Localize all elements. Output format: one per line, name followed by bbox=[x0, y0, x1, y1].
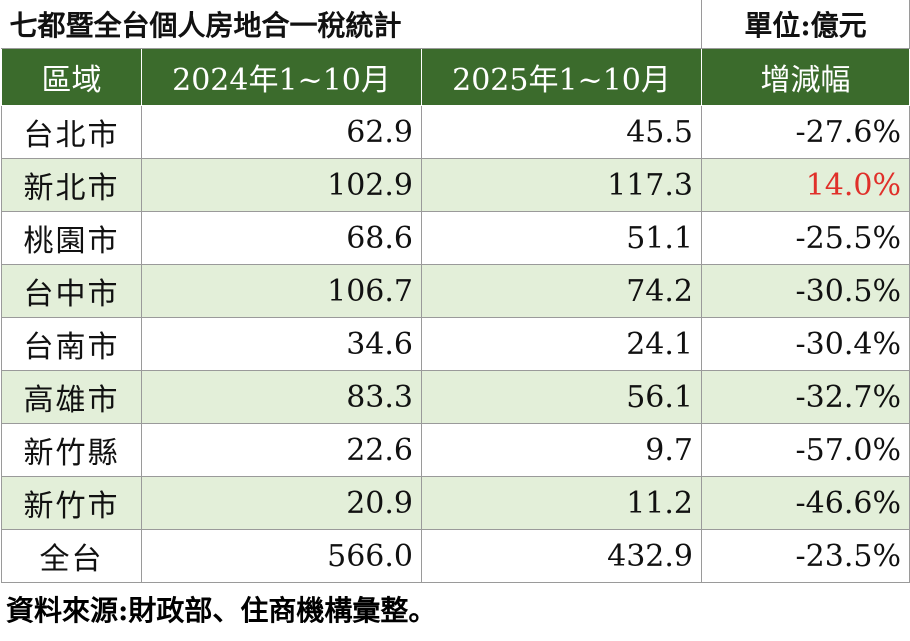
value-cell: -27.6% bbox=[701, 105, 910, 159]
value-cell: -23.5% bbox=[701, 529, 910, 583]
value-cell: -46.6% bbox=[701, 476, 910, 530]
value-cell: 24.1 bbox=[421, 317, 702, 371]
region-cell: 新竹縣 bbox=[1, 423, 142, 477]
region-cell: 台南市 bbox=[1, 317, 142, 371]
value-cell: -32.7% bbox=[701, 370, 910, 424]
header-cell: 增減幅 bbox=[701, 48, 910, 106]
source-note: 資料來源:財政部、住商機構彙整。 bbox=[6, 594, 437, 627]
header-cell: 區域 bbox=[1, 48, 142, 106]
value-cell: 566.0 bbox=[141, 529, 422, 583]
value-cell: 45.5 bbox=[421, 105, 702, 159]
region-cell: 全台 bbox=[1, 529, 142, 583]
data-row: 桃園市 68.6 51.1 -25.5% bbox=[1, 211, 910, 265]
value-cell: -57.0% bbox=[701, 423, 910, 477]
header-row: 區域 2024年1~10月 2025年1~10月 增減幅 bbox=[1, 48, 910, 106]
value-cell: 62.9 bbox=[141, 105, 422, 159]
data-row: 台中市 106.7 74.2 -30.5% bbox=[1, 264, 910, 318]
value-cell: 102.9 bbox=[141, 158, 422, 212]
value-cell: 106.7 bbox=[141, 264, 422, 318]
value-cell: 11.2 bbox=[421, 476, 702, 530]
region-cell: 台中市 bbox=[1, 264, 142, 318]
value-cell: 20.9 bbox=[141, 476, 422, 530]
data-row: 台北市 62.9 45.5 -27.6% bbox=[1, 105, 910, 159]
data-row: 新北市 102.9 117.3 14.0% bbox=[1, 158, 910, 212]
region-cell: 新北市 bbox=[1, 158, 142, 212]
value-cell: 51.1 bbox=[421, 211, 702, 265]
table-title: 七都暨全台個人房地合一稅統計 bbox=[1, 0, 702, 49]
tax-table: 七都暨全台個人房地合一稅統計 單位:億元 區域 2024年1~10月 2025年1~… bbox=[1, 0, 910, 583]
value-cell: 432.9 bbox=[421, 529, 702, 583]
header-cell: 2025年1~10月 bbox=[421, 48, 702, 106]
value-cell: 34.6 bbox=[141, 317, 422, 371]
region-cell: 高雄市 bbox=[1, 370, 142, 424]
data-row: 高雄市 83.3 56.1 -32.7% bbox=[1, 370, 910, 424]
value-cell: -30.5% bbox=[701, 264, 910, 318]
region-cell: 台北市 bbox=[1, 105, 142, 159]
data-row: 全台 566.0 432.9 -23.5% bbox=[1, 529, 910, 583]
value-cell: 117.3 bbox=[421, 158, 702, 212]
value-cell: 9.7 bbox=[421, 423, 702, 477]
title-row: 七都暨全台個人房地合一稅統計 單位:億元 bbox=[1, 0, 910, 49]
header-cell: 2024年1~10月 bbox=[141, 48, 422, 106]
data-row: 新竹縣 22.6 9.7 -57.0% bbox=[1, 423, 910, 477]
data-row: 台南市 34.6 24.1 -30.4% bbox=[1, 317, 910, 371]
value-cell: -25.5% bbox=[701, 211, 910, 265]
region-cell: 新竹市 bbox=[1, 476, 142, 530]
value-cell: 22.6 bbox=[141, 423, 422, 477]
value-cell: -30.4% bbox=[701, 317, 910, 371]
data-row: 新竹市 20.9 11.2 -46.6% bbox=[1, 476, 910, 530]
value-cell: 74.2 bbox=[421, 264, 702, 318]
value-cell: 68.6 bbox=[141, 211, 422, 265]
value-cell: 56.1 bbox=[421, 370, 702, 424]
value-cell: 83.3 bbox=[141, 370, 422, 424]
unit: 單位:億元 bbox=[701, 0, 910, 49]
region-cell: 桃園市 bbox=[1, 211, 142, 265]
value-cell: 14.0% bbox=[701, 158, 910, 212]
